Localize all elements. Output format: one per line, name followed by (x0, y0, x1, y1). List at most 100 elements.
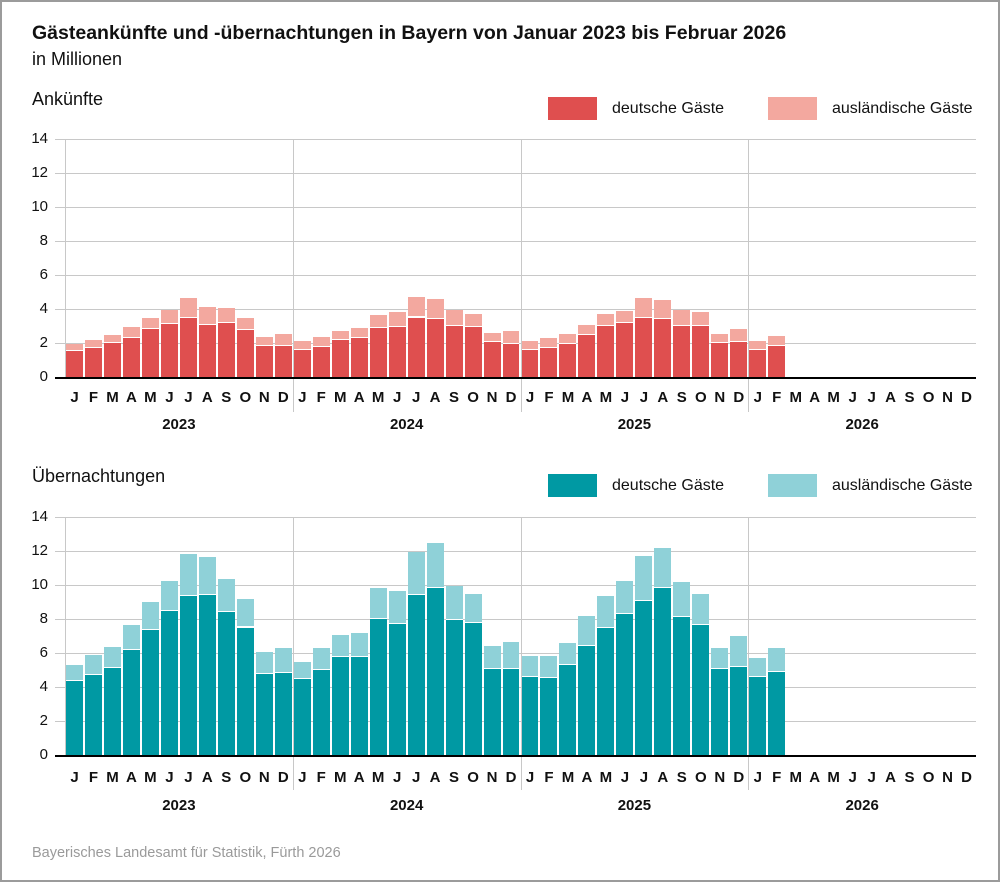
bar-ausländische-m7 (198, 307, 216, 326)
month-tick-label: F (772, 769, 782, 786)
month-tick-label: J (392, 389, 402, 406)
month-tick-label: A (885, 769, 896, 786)
bar-ausländische-m21 (464, 594, 482, 624)
bar-ausländische-m6 (179, 297, 197, 319)
month-tick-label: J (848, 389, 857, 406)
bar-deutsche-m10 (255, 345, 273, 377)
bar-deutsche-m18 (407, 317, 425, 377)
bar-ausländische-m18 (407, 551, 425, 596)
month-tick-label: M (827, 389, 840, 406)
bar-deutsche-m13 (312, 670, 330, 755)
bar-deutsche-m24 (521, 676, 539, 755)
month-tick-label: S (221, 389, 232, 406)
bar-ausländische-m14 (331, 635, 349, 658)
bar-ausländische-m16 (369, 314, 387, 328)
bar-deutsche-m10 (255, 674, 273, 755)
y-axis-label: 6 (39, 644, 48, 661)
month-tick-label: A (657, 769, 669, 786)
bar-deutsche-m11 (274, 673, 292, 755)
bar-deutsche-m21 (464, 326, 482, 377)
month-tick-label: M (144, 769, 157, 786)
bar-deutsche-m18 (407, 595, 425, 755)
month-tick-label: F (772, 389, 782, 406)
month-tick-label: O (467, 769, 479, 786)
month-tick-label: O (467, 389, 479, 406)
bar-ausländische-m19 (426, 298, 444, 320)
year-label-2023: 2023 (162, 797, 196, 814)
bar-ausländische-m24 (521, 341, 539, 350)
bar-deutsche-m17 (388, 624, 406, 755)
bar-deutsche-m34 (711, 669, 729, 755)
bar-deutsche-m33 (692, 624, 710, 755)
bar-ausländische-m35 (730, 328, 748, 343)
month-tick-label: S (904, 389, 915, 406)
month-tick-label: M (106, 769, 119, 786)
bar-deutsche-m3 (122, 649, 140, 755)
bar-ausländische-m10 (255, 337, 273, 346)
bar-deutsche-m33 (692, 326, 710, 377)
month-tick-label: O (922, 389, 935, 406)
bar-ausländische-m30 (635, 556, 653, 602)
bar-deutsche-m25 (540, 348, 558, 377)
bar-deutsche-m26 (559, 343, 577, 377)
gridline-14 (55, 139, 976, 140)
bar-ausländische-m6 (179, 553, 197, 597)
month-tick-label: D (277, 389, 289, 406)
bar-ausländische-m20 (445, 309, 463, 326)
month-tick-label: M (789, 769, 802, 786)
year-label-2024: 2024 (389, 797, 424, 814)
year-separator (292, 517, 294, 790)
bar-deutsche-m35 (730, 342, 748, 377)
bar-ausländische-m19 (426, 543, 444, 589)
month-tick-label: J (298, 389, 307, 406)
y-axis-label: 14 (31, 508, 48, 525)
month-tick-label: J (639, 769, 649, 786)
year-label-2023: 2023 (162, 416, 196, 433)
bar-deutsche-m28 (597, 326, 615, 377)
gridline-10 (55, 207, 976, 208)
bar-ausländische-m1 (84, 654, 102, 676)
month-tick-label: N (942, 389, 953, 406)
bar-ausländische-m9 (236, 598, 254, 628)
bar-ausländische-m4 (141, 317, 159, 330)
month-tick-label: M (333, 389, 347, 406)
bar-ausländische-m15 (350, 632, 368, 658)
month-tick-label: J (184, 389, 193, 406)
bar-deutsche-m2 (103, 668, 121, 755)
month-tick-label: M (827, 769, 840, 786)
legend-label-auslaendische-uebernachtungen: ausländische Gäste (832, 477, 973, 494)
bar-deutsche-m29 (616, 613, 634, 755)
month-tick-label: N (258, 769, 270, 786)
bar-deutsche-m29 (616, 323, 634, 377)
plot-left-border (65, 517, 66, 755)
month-tick-label: A (126, 769, 137, 786)
bar-deutsche-m11 (274, 345, 292, 377)
month-tick-label: A (885, 389, 896, 406)
bar-ausländische-m3 (122, 326, 140, 338)
bar-deutsche-m20 (445, 326, 463, 377)
month-tick-label: J (525, 769, 535, 786)
section-title-uebernachtungen: Übernachtungen (32, 466, 166, 486)
x-axis-line (55, 377, 976, 379)
month-tick-label: J (753, 389, 762, 406)
bar-ausländische-m37 (768, 647, 786, 672)
bar-deutsche-m20 (445, 619, 463, 755)
bar-ausländische-m25 (540, 337, 558, 349)
bar-ausländische-m26 (559, 333, 577, 344)
month-tick-label: F (544, 389, 554, 406)
month-tick-label: J (392, 769, 402, 786)
bar-ausländische-m33 (692, 311, 710, 326)
bar-deutsche-m1 (84, 675, 102, 755)
bar-deutsche-m1 (84, 348, 102, 377)
bar-deutsche-m9 (236, 330, 254, 377)
month-tick-label: O (694, 389, 707, 406)
bar-ausländische-m21 (464, 314, 482, 327)
y-axis-label: 14 (31, 130, 48, 147)
month-tick-label: J (639, 389, 649, 406)
month-tick-label: A (809, 389, 821, 406)
month-tick-label: O (694, 769, 707, 786)
month-tick-label: O (922, 769, 935, 786)
bar-ausländische-m12 (293, 661, 311, 680)
bar-deutsche-m37 (768, 671, 786, 755)
month-tick-label: S (904, 769, 915, 786)
